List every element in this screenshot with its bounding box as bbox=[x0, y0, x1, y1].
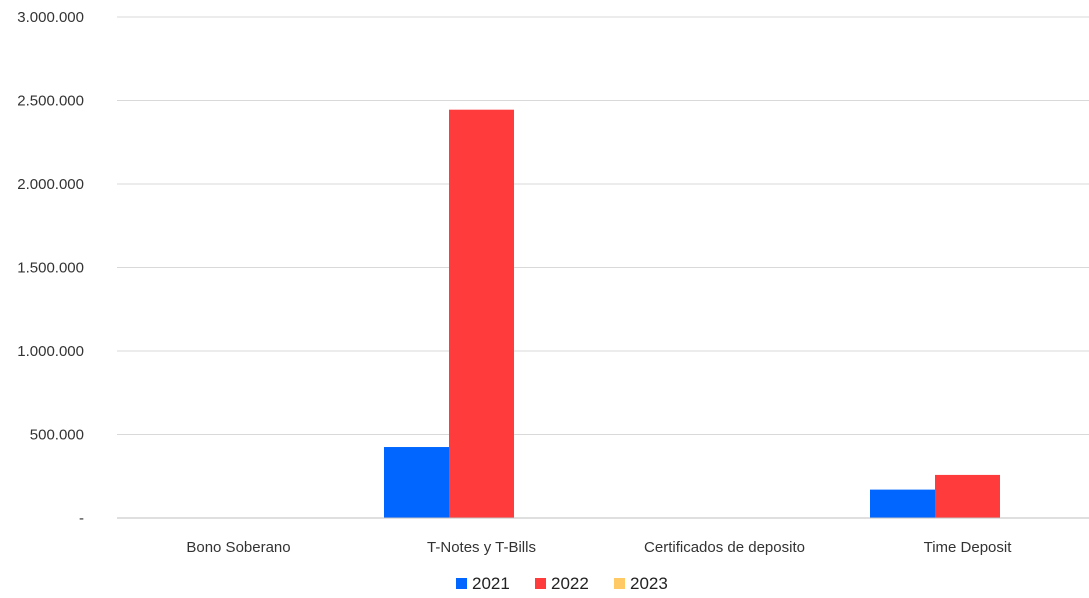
y-tick-label: 2.000.000 bbox=[17, 176, 84, 193]
bars bbox=[384, 109, 1000, 518]
x-category-label: T-Notes y T-Bills bbox=[427, 539, 536, 556]
x-category-label: Bono Soberano bbox=[186, 539, 290, 556]
bar-2022-3 bbox=[935, 474, 1000, 518]
legend-swatch bbox=[456, 578, 467, 589]
y-tick-label: 1.000.000 bbox=[17, 343, 84, 360]
legend-swatch bbox=[614, 578, 625, 589]
bar-2021-1 bbox=[384, 447, 449, 518]
y-tick-label: - bbox=[79, 510, 84, 527]
gridlines bbox=[117, 16, 1089, 435]
legend-label: 2021 bbox=[472, 574, 510, 593]
x-category-label: Certificados de deposito bbox=[644, 539, 805, 556]
bar-2021-3 bbox=[870, 489, 935, 518]
legend: 2021 2022 2023 bbox=[456, 574, 668, 593]
y-tick-label: 2.500.000 bbox=[17, 93, 84, 110]
bar-2022-1 bbox=[449, 109, 514, 518]
y-tick-label: 3.000.000 bbox=[17, 9, 84, 26]
x-axis-categories: Bono Soberano T-Notes y T-Bills Certificad… bbox=[186, 539, 1012, 556]
y-tick-label: 500.000 bbox=[30, 427, 84, 444]
legend-label: 2023 bbox=[630, 574, 668, 593]
y-axis-ticks: - 500.000 1.000.000 1.500.000 2.000.000 2.500… bbox=[17, 9, 84, 527]
legend-label: 2022 bbox=[551, 574, 589, 593]
legend-swatch bbox=[535, 578, 546, 589]
y-tick-label: 1.500.000 bbox=[17, 260, 84, 277]
x-category-label: Time Deposit bbox=[924, 539, 1013, 556]
